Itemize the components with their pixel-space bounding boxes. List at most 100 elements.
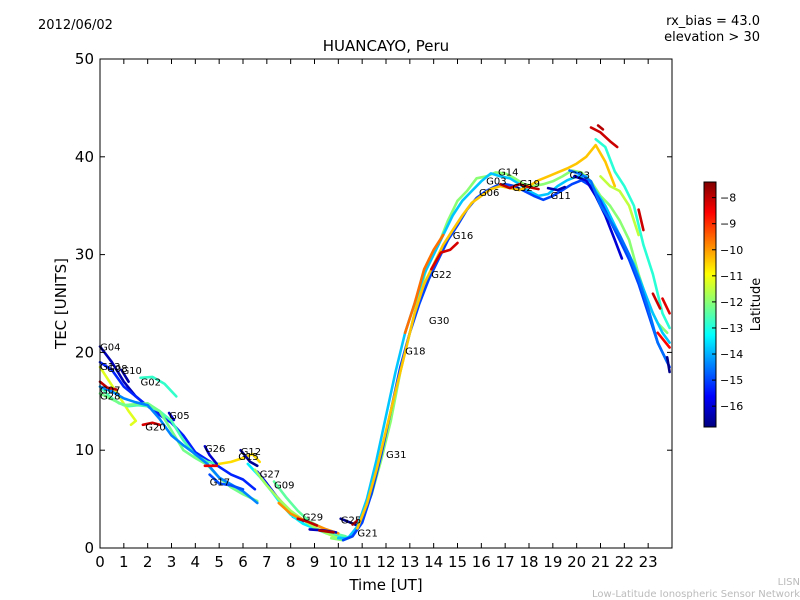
chart-title: HUANCAYO, Peru bbox=[322, 37, 450, 55]
tec-series-line bbox=[568, 169, 669, 364]
x-tick-label: 15 bbox=[448, 553, 467, 571]
x-tick-label: 23 bbox=[639, 553, 658, 571]
tec-series-line bbox=[351, 519, 359, 526]
satellite-label: G22 bbox=[431, 270, 451, 281]
colorbar-tick-label: −15 bbox=[720, 374, 743, 387]
colorbar-tick-label: −10 bbox=[720, 244, 743, 257]
satellite-label: G02 bbox=[141, 378, 161, 389]
tec-series-line bbox=[98, 380, 118, 391]
x-axis-label: Time [UT] bbox=[348, 576, 422, 594]
x-tick-label: 19 bbox=[543, 553, 562, 571]
colorbar-tick-label: −12 bbox=[720, 296, 743, 309]
tec-series-line bbox=[296, 517, 319, 527]
satellite-label: G05 bbox=[169, 411, 189, 422]
colorbar-tick-label: −16 bbox=[720, 400, 743, 413]
tec-series-line bbox=[339, 517, 359, 527]
tec-series-line bbox=[403, 233, 445, 335]
x-tick-label: 12 bbox=[376, 553, 395, 571]
tec-series-line bbox=[589, 126, 619, 149]
tec-series-line bbox=[599, 175, 640, 237]
tec-series-line bbox=[120, 368, 130, 383]
y-tick-label: 20 bbox=[75, 343, 94, 361]
tec-series-line bbox=[141, 421, 161, 427]
satellite-label: G09 bbox=[274, 480, 294, 491]
tec-series-line bbox=[594, 137, 671, 330]
satellite-label: G23 bbox=[570, 170, 590, 181]
colorbar-tick-label: −9 bbox=[720, 218, 736, 231]
tec-series-line bbox=[651, 292, 662, 310]
rx-bias-label: rx_bias = 43.0 bbox=[666, 14, 760, 29]
axes: 0 1 2 3 4 5 6 7 8 9 10 11 12 13 14 15 16 17 18 19 20 21 22 2301… bbox=[75, 50, 672, 571]
x-tick-label: 8 bbox=[286, 553, 296, 571]
satellite-label: G27 bbox=[260, 470, 280, 481]
satellite-label: G18 bbox=[405, 346, 425, 357]
x-tick-label: 16 bbox=[472, 553, 491, 571]
tec-series-line bbox=[656, 331, 671, 349]
satellite-label: G07 bbox=[100, 386, 120, 397]
x-tick-label: 20 bbox=[567, 553, 586, 571]
tec-series-line bbox=[139, 375, 178, 398]
x-tick-label: 10 bbox=[329, 553, 348, 571]
tec-series-line bbox=[665, 356, 671, 374]
tec-series-line bbox=[356, 143, 617, 530]
x-tick-label: 17 bbox=[496, 553, 515, 571]
satellite-label: G06 bbox=[479, 188, 499, 199]
x-tick-label: 9 bbox=[310, 553, 320, 571]
tec-series-line bbox=[637, 208, 645, 232]
satellite-label: G16 bbox=[453, 231, 473, 242]
tec-series-line bbox=[167, 411, 176, 422]
satellite-label: G13 bbox=[100, 362, 120, 373]
satellite-label: G19 bbox=[519, 179, 539, 190]
satellite-label: G11 bbox=[550, 191, 570, 202]
y-tick-label: 30 bbox=[75, 246, 94, 264]
colorbar-tick-label: −8 bbox=[720, 192, 736, 205]
colorbar bbox=[703, 181, 717, 428]
x-tick-label: 1 bbox=[119, 553, 129, 571]
satellite-label: G32 bbox=[512, 183, 532, 194]
tec-series-line bbox=[546, 185, 567, 192]
satellite-label: G21 bbox=[357, 528, 377, 539]
y-tick-label: 10 bbox=[75, 441, 94, 459]
x-tick-label: 3 bbox=[167, 553, 177, 571]
satellite-label: G31 bbox=[386, 450, 406, 461]
satellite-label: G20 bbox=[145, 423, 165, 434]
y-axis-label: TEC [UNITS] bbox=[52, 258, 70, 350]
credit-short: LISN bbox=[777, 577, 800, 588]
colorbar-ticks: −8 −9 −10 −11 −12 −13 −14 −15 −16 bbox=[712, 192, 743, 413]
satellite-label: G28 bbox=[100, 391, 120, 402]
tec-series-line bbox=[239, 448, 259, 468]
colorbar-label: Latitude bbox=[749, 278, 764, 332]
satellite-label: G04 bbox=[100, 343, 120, 354]
satellite-label: G08 bbox=[107, 364, 127, 375]
credit-long: Low-Latitude Ionospheric Sensor Network bbox=[592, 589, 800, 600]
colorbar-tick-label: −14 bbox=[720, 348, 743, 361]
tec-series-line bbox=[596, 124, 605, 131]
x-tick-label: 2 bbox=[143, 553, 153, 571]
y-tick-label: 0 bbox=[84, 539, 94, 557]
tec-series-line bbox=[430, 241, 459, 271]
tec-series-line bbox=[208, 473, 245, 491]
satellite-label: G29 bbox=[303, 513, 323, 524]
tec-series-line bbox=[217, 452, 261, 466]
x-tick-label: 7 bbox=[262, 553, 272, 571]
x-tick-label: 18 bbox=[519, 553, 538, 571]
y-tick-label: 40 bbox=[75, 148, 94, 166]
x-tick-label: 22 bbox=[615, 553, 634, 571]
satellite-label: G14 bbox=[498, 167, 518, 178]
satellite-label: G25 bbox=[341, 516, 361, 527]
x-tick-label: 6 bbox=[238, 553, 248, 571]
tec-series-line bbox=[318, 529, 335, 534]
x-tick-label: 4 bbox=[191, 553, 201, 571]
tec-series-line bbox=[337, 172, 671, 540]
tec-series-line bbox=[203, 445, 219, 466]
satellite-label: G30 bbox=[429, 316, 449, 327]
colorbar-tick-label: −11 bbox=[720, 270, 743, 283]
satellite-label: G12 bbox=[241, 447, 261, 458]
satellite-label: G15 bbox=[238, 452, 258, 463]
elevation-label: elevation > 30 bbox=[664, 30, 760, 45]
x-tick-label: 0 bbox=[95, 553, 105, 571]
x-tick-label: 21 bbox=[591, 553, 610, 571]
tec-series-line bbox=[661, 297, 671, 315]
